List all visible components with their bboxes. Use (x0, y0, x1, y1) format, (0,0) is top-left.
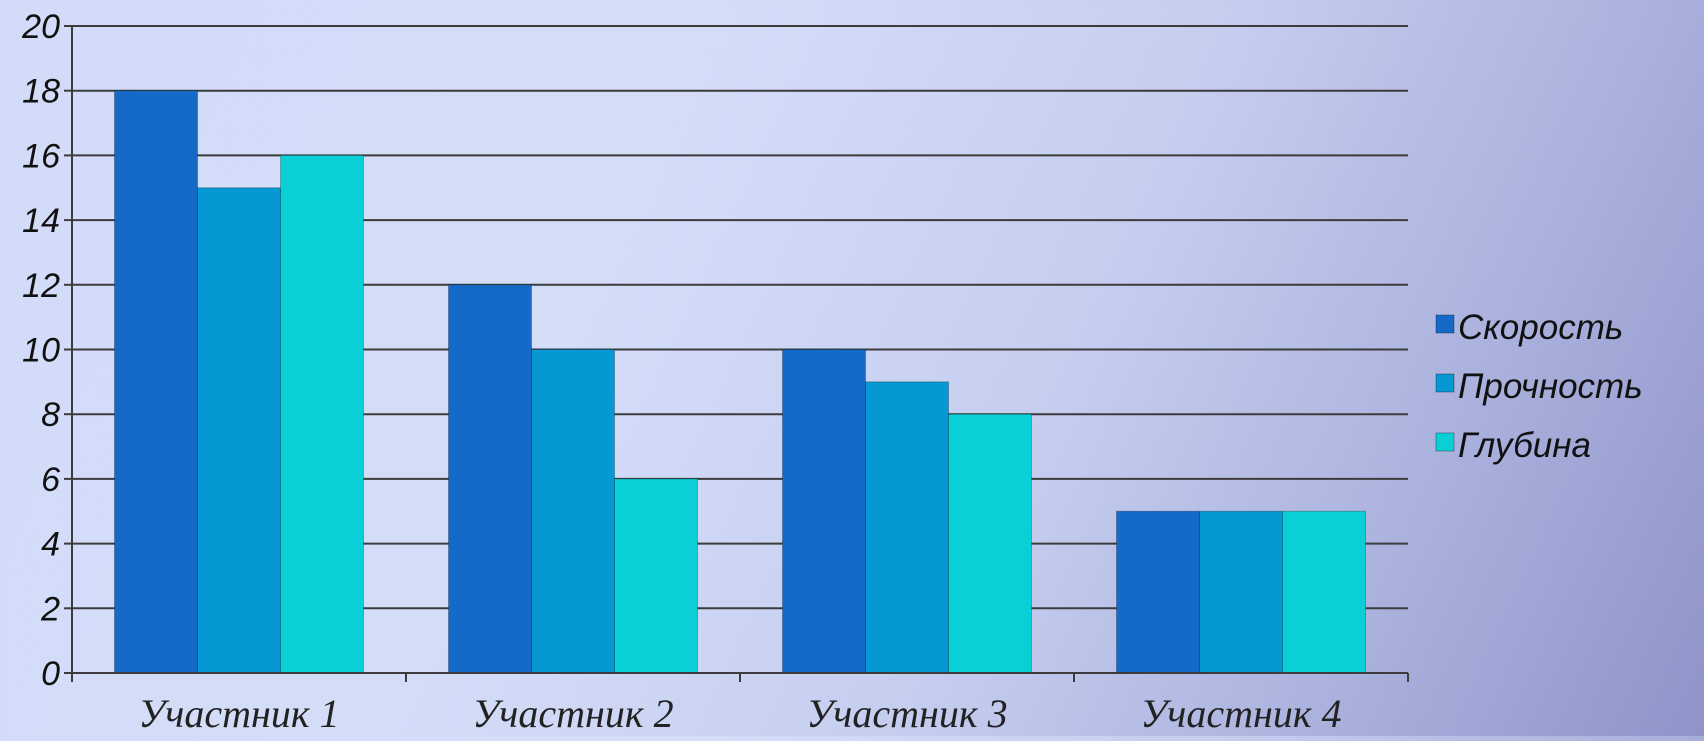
bar-1-2 (448, 284, 532, 674)
bars (114, 90, 1366, 674)
legend-swatch-2 (1435, 373, 1455, 393)
x-axis-tick-label: Участник 4 (1140, 691, 1341, 736)
y-axis-tick-label: 12 (22, 267, 60, 305)
y-axis-tick-label: 18 (22, 73, 60, 111)
legend-swatch-3 (1435, 432, 1455, 452)
bar-3-4 (1282, 510, 1366, 674)
y-axis-tick-label: 10 (22, 332, 60, 370)
y-axis-tick-label: 20 (21, 8, 60, 46)
bar-1-3 (782, 349, 866, 674)
bar-2-3 (865, 381, 949, 674)
legend-swatch-1 (1435, 314, 1455, 334)
x-axis-tick-label: Участник 1 (138, 691, 339, 736)
y-axis-tick-label: 2 (40, 590, 60, 628)
legend: Скорость Прочность Глубина (1435, 308, 1643, 465)
bar-2-1 (197, 187, 281, 674)
y-axis-tick-label: 0 (41, 655, 60, 693)
y-axis-tick-label: 4 (41, 526, 60, 564)
legend-label-1: Скорость (1458, 308, 1623, 347)
y-axis-tick-label: 16 (22, 137, 60, 175)
y-axis-tick-label: 8 (41, 396, 60, 434)
x-axis-tick-labels: Участник 1 Участник 2 Участник 3 Участник 4 (138, 691, 1341, 736)
bar-1-1 (114, 90, 198, 674)
y-axis-tick-label: 14 (22, 202, 60, 240)
bar-2-2 (531, 349, 615, 674)
bar-3-3 (948, 413, 1032, 674)
legend-label-2: Прочность (1458, 367, 1643, 406)
legend-label-3: Глубина (1458, 426, 1591, 465)
x-axis-tick-label: Участник 3 (806, 691, 1007, 736)
y-axis-tick-labels: 0 2 4 6 8 10 12 14 16 18 20 (21, 8, 60, 693)
bar-2-4 (1199, 510, 1283, 674)
x-axis-tick-label: Участник 2 (472, 691, 673, 736)
y-axis-tick-label: 6 (41, 461, 60, 499)
bar-3-1 (280, 154, 364, 674)
axes (64, 25, 1409, 682)
bar-1-4 (1116, 510, 1200, 674)
bar-3-2 (614, 478, 698, 674)
